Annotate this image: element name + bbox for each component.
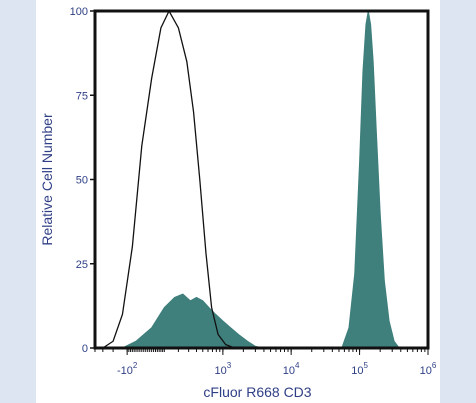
x-tick-label: 106 [420, 361, 437, 377]
y-tick-label: 25 [76, 259, 88, 271]
y-tick-label: 0 [82, 343, 88, 355]
y-tick-label: 50 [76, 175, 88, 187]
chart-panel: 0 25 50 75 100 -102 103 104 105 106 cFluor R668 … [36, 0, 440, 403]
x-tick-label: 104 [283, 361, 300, 377]
y-axis-label: Relative Cell Number [39, 113, 55, 246]
series-outline-histogram [102, 9, 236, 349]
x-tick-label: 103 [215, 361, 232, 377]
series-filled-histogram [122, 10, 401, 349]
y-tick-label: 100 [70, 6, 88, 18]
x-axis-label: cFluor R668 CD3 [203, 384, 311, 400]
histogram-chart: 0 25 50 75 100 -102 103 104 105 106 cFluor R668 … [39, 6, 437, 400]
y-tick-label: 75 [76, 90, 88, 102]
x-tick-label: 105 [351, 361, 368, 377]
x-tick-label: -102 [117, 361, 138, 377]
